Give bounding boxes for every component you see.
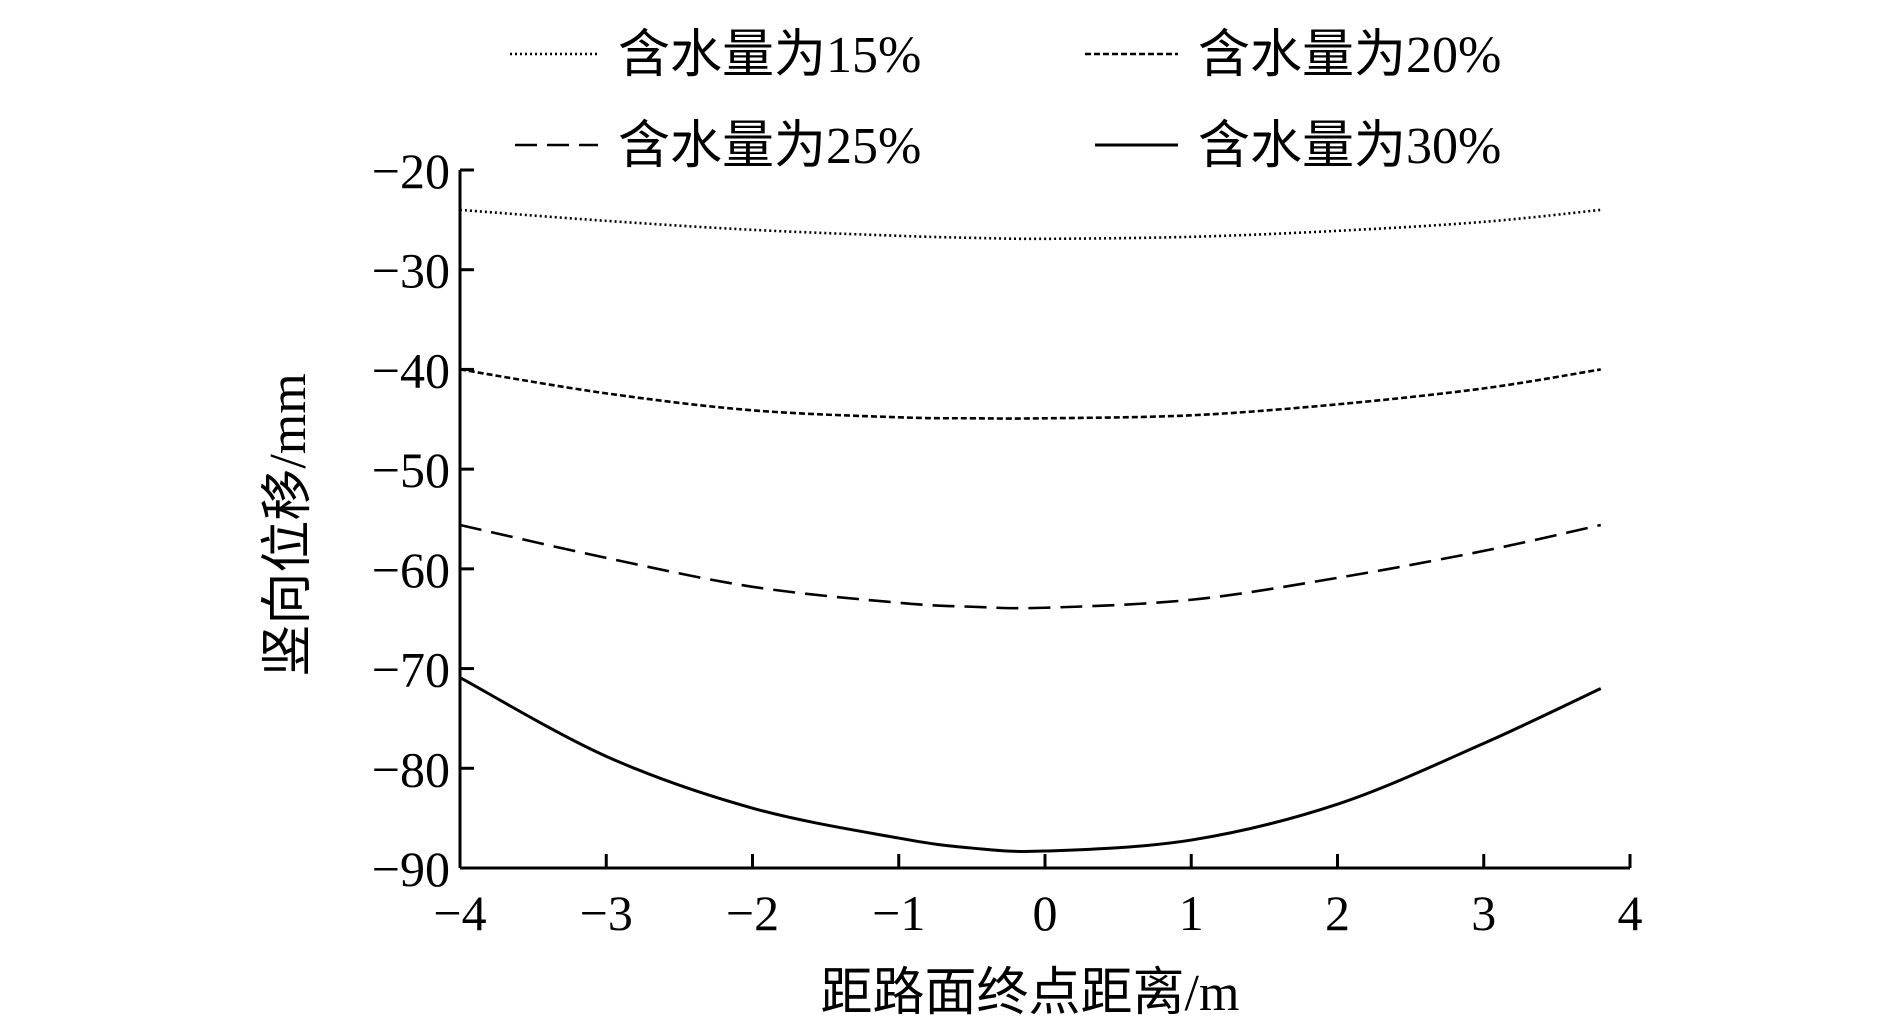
y-tick-label: −90 xyxy=(372,841,450,897)
legend-label: 含水量为20% xyxy=(1198,27,1501,84)
series-layer xyxy=(459,208,1602,853)
x-tick-label: −3 xyxy=(580,885,633,941)
series-line xyxy=(459,368,1601,420)
x-tick-label: 4 xyxy=(1618,885,1643,941)
y-tick-label: −60 xyxy=(372,542,450,598)
y-tick-label: −50 xyxy=(372,442,450,498)
legend: 含水量为15% 含水量为20% 含水量为25% 含水量为30% xyxy=(510,27,1501,175)
x-tick-label: −1 xyxy=(872,885,925,941)
y-tick-label: −20 xyxy=(372,143,450,199)
y-tick-label: −70 xyxy=(372,642,450,698)
x-tick-label: −2 xyxy=(726,885,779,941)
y-tick-label: −40 xyxy=(372,342,450,398)
x-axis-title: 距路面终点距离/m xyxy=(821,965,1240,1022)
series-line xyxy=(459,523,1602,610)
legend-label: 含水量为30% xyxy=(1198,118,1501,175)
x-tick-label: 1 xyxy=(1179,885,1204,941)
x-tick-label: 3 xyxy=(1471,885,1496,941)
series-line xyxy=(459,676,1602,853)
y-tick-label: −80 xyxy=(372,741,450,797)
legend-label: 含水量为25% xyxy=(618,118,921,175)
x-tick-label: −4 xyxy=(433,885,486,941)
legend-label: 含水量为15% xyxy=(618,27,921,84)
y-axis-title: 竖向位移/mm xyxy=(260,373,317,676)
x-tick-label: 2 xyxy=(1325,885,1350,941)
series-line xyxy=(459,208,1601,241)
x-tick-label: 0 xyxy=(1033,885,1058,941)
axes: −4 −3 −2 −1 0 1 2 3 4 −20 −30 −40 −50 −60 −70 −80 −90 xyxy=(372,143,1643,941)
y-tick-label: −30 xyxy=(372,243,450,299)
